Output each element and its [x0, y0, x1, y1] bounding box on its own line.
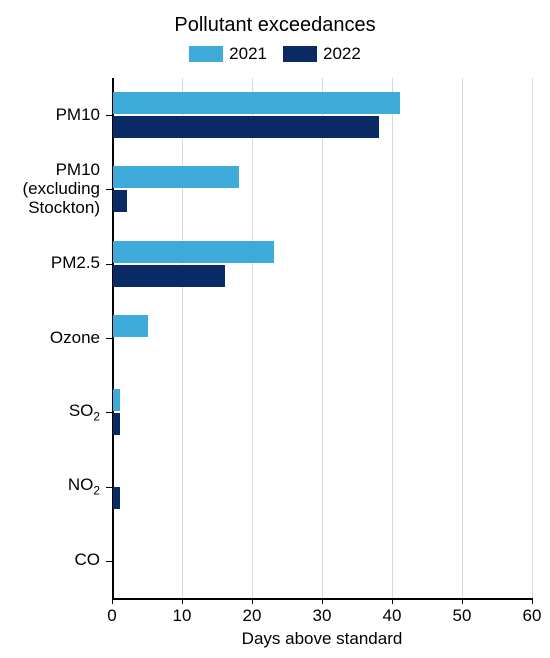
- bar-pm10_excl_stockton-y2022: [113, 190, 127, 212]
- y-tick: [106, 561, 112, 562]
- x-tick-label: 20: [232, 606, 272, 626]
- legend-label-y2022: 2022: [323, 44, 361, 64]
- y-tick-label-co: CO: [0, 551, 100, 570]
- legend-swatch-y2021: [189, 46, 223, 62]
- gridline: [462, 78, 463, 598]
- gridline: [252, 78, 253, 598]
- y-tick: [106, 115, 112, 116]
- legend: 2021 2022: [0, 44, 550, 64]
- x-tick-label: 60: [512, 606, 550, 626]
- y-tick-label-so2: SO2: [0, 402, 100, 423]
- bar-no2-y2022: [113, 487, 120, 509]
- legend-label-y2021: 2021: [229, 44, 267, 64]
- x-tick-label: 40: [372, 606, 412, 626]
- chart-container: Pollutant exceedances 2021 2022 0 10 20 30 40 50…: [0, 0, 550, 658]
- bar-so2-y2022: [113, 413, 120, 435]
- legend-item-y2022: 2022: [283, 44, 361, 64]
- legend-item-y2021: 2021: [189, 44, 267, 64]
- gridline: [182, 78, 183, 598]
- y-tick: [106, 412, 112, 413]
- y-tick: [106, 189, 112, 190]
- x-axis-line: [112, 598, 532, 600]
- y-tick-label-no2: NO2: [0, 476, 100, 497]
- bar-pm10-y2021: [113, 92, 400, 114]
- y-tick: [106, 338, 112, 339]
- y-tick: [106, 264, 112, 265]
- y-axis-line: [112, 78, 114, 598]
- x-tick-label: 0: [92, 606, 132, 626]
- bar-pm10-y2022: [113, 116, 379, 138]
- gridline: [532, 78, 533, 598]
- y-tick: [106, 487, 112, 488]
- bar-pm25-y2021: [113, 241, 274, 263]
- gridline: [392, 78, 393, 598]
- gridline: [322, 78, 323, 598]
- bar-pm25-y2022: [113, 265, 225, 287]
- y-tick-label-ozone: Ozone: [0, 329, 100, 348]
- bar-so2-y2021: [113, 389, 120, 411]
- x-tick-label: 10: [162, 606, 202, 626]
- bar-ozone-y2021: [113, 315, 148, 337]
- y-tick-label-pm25: PM2.5: [0, 254, 100, 273]
- x-tick-label: 30: [302, 606, 342, 626]
- legend-swatch-y2022: [283, 46, 317, 62]
- bar-pm10_excl_stockton-y2021: [113, 166, 239, 188]
- x-axis-label: Days above standard: [112, 629, 532, 649]
- x-tick-label: 50: [442, 606, 482, 626]
- x-tick: [532, 598, 533, 604]
- chart-title: Pollutant exceedances: [0, 14, 550, 37]
- y-tick-label-pm10_excl_stockton: PM10(excludingStockton): [0, 161, 100, 217]
- y-tick-label-pm10: PM10: [0, 106, 100, 125]
